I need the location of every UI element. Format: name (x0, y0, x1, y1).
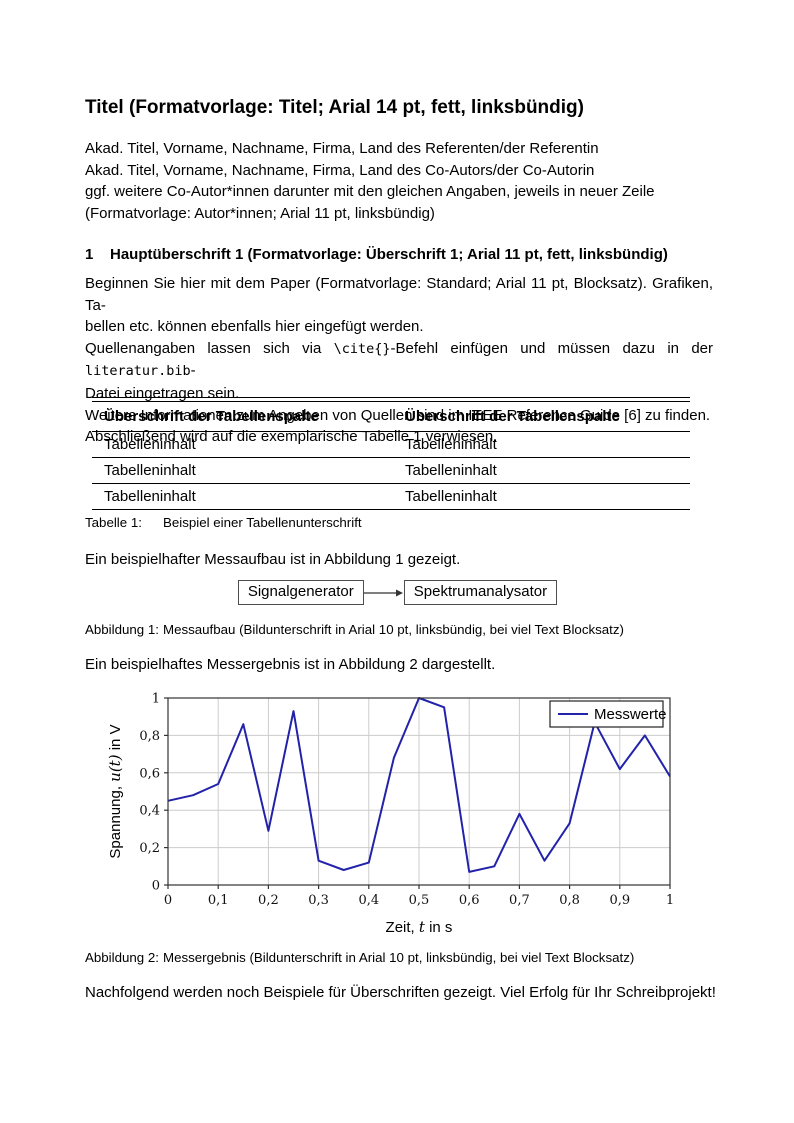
x-tick-label: 0,6 (459, 893, 480, 908)
table-cell: Tabelleninhalt (405, 488, 497, 505)
inline-code: \cite{} (333, 340, 391, 357)
y-tick-label: 0,6 (139, 766, 160, 781)
x-tick-label: 0,1 (208, 893, 229, 908)
table-cell: Tabelleninhalt (92, 457, 393, 484)
figure1-caption-text: Messaufbau (Bildunterschrift in Arial 10… (163, 622, 624, 637)
author-line: ggf. weitere Co-Autor*innen darunter mit… (85, 183, 655, 200)
figure2-caption-text: Messergebnis (Bildunterschrift in Arial … (163, 950, 635, 965)
page-title: Titel (Formatvorlage: Titel; Arial 14 pt… (85, 96, 584, 118)
table-row: Tabelleninhalt Tabelleninhalt (92, 484, 690, 510)
x-tick-label: 0,3 (308, 893, 329, 908)
figure2-caption-label: Abbildung 2: (85, 950, 159, 965)
section-heading: 1 Hauptüberschrift 1 (Formatvorlage: Übe… (85, 246, 725, 263)
figure1-block-diagram: Signalgenerator Spektrumanalysator (85, 580, 710, 605)
text-run: -Befehl einfügen und müssen dazu in der (390, 339, 714, 357)
table-caption-text: Beispiel einer Tabellenunterschrift (163, 515, 362, 530)
table-header-row: Überschrift der Tabellenspalte Überschri… (92, 401, 690, 432)
table-header-cell: Überschrift der Tabellenspalte (393, 401, 690, 432)
line-chart: 0 0,1 0,2 0,3 0,4 0,5 0,6 0,7 0,8 0,9 1 0 0,2 0,4 0,6 0… (106, 692, 674, 937)
sentence-fig2: Ein beispielhaftes Messergebnis ist in A… (85, 656, 496, 673)
table-cell: Tabelleninhalt (104, 488, 196, 505)
table-caption-label: Tabelle 1: (85, 515, 142, 530)
text-run: Quellenangaben lassen sich via (85, 339, 334, 357)
y-tick-label: 0,8 (139, 729, 160, 744)
y-tick-label: 0,4 (139, 804, 160, 819)
text-run: Beginnen Sie hier mit dem Paper (Formatv… (85, 275, 713, 314)
x-tick-label: 0,7 (509, 893, 530, 908)
table-body: Tabelleninhalt Tabelleninhalt Tabelleninha… (92, 431, 690, 510)
closing-paragraph: Nachfolgend werden noch Beispiele für Üb… (85, 984, 716, 1001)
x-tick-label: 1 (666, 893, 674, 908)
x-tick-label: 0,2 (258, 893, 279, 908)
x-tick-label: 0,5 (409, 893, 430, 908)
author-line: Akad. Titel, Vorname, Nachname, Firma, L… (85, 140, 599, 157)
measurement-chart: 0 0,1 0,2 0,3 0,4 0,5 0,6 0,7 0,8 0,9 1 0 0,2 0,4 0,6 0… (100, 688, 700, 942)
example-table: Überschrift der Tabellenspalte Überschri… (92, 397, 690, 510)
legend-label: Messwerte (594, 706, 667, 723)
y-tick-label: 1 (152, 692, 160, 707)
x-tick-label: 0,4 (358, 893, 379, 908)
table-cell: Tabelleninhalt (393, 431, 690, 458)
inline-code: literatur.bib (85, 363, 191, 380)
section-heading-text: Hauptüberschrift 1 (Formatvorlage: Übers… (110, 246, 668, 263)
y-tick-label: 0,2 (139, 841, 160, 856)
section-number: 1 (85, 246, 94, 263)
paragraph-line: Quellenangaben lassen sich via \cite{}-B… (85, 338, 713, 383)
table-cell: Tabelleninhalt (92, 431, 393, 458)
block-signalgenerator: Signalgenerator (237, 580, 364, 605)
y-axis-label: Spannung, u(t) in V (106, 724, 124, 858)
authors: Akad. Titel, Vorname, Nachname, Firma, L… (85, 138, 725, 224)
text-run: - (190, 362, 196, 380)
author-line: (Formatvorlage: Autor*innen; Arial 11 pt… (85, 204, 435, 222)
figure1-caption-label: Abbildung 1: (85, 622, 159, 637)
figure1-caption: Abbildung 1: Messaufbau (Bildunterschrif… (85, 622, 745, 637)
sentence-fig1: Ein beispielhafter Messaufbau ist in Abb… (85, 551, 461, 568)
paragraph-line: bellen etc. können ebenfalls hier eingef… (85, 316, 713, 338)
table-row: Tabelleninhalt Tabelleninhalt (92, 431, 690, 458)
table-cell: Tabelleninhalt (393, 457, 690, 484)
x-tick-label: 0 (164, 893, 172, 908)
author-line: Akad. Titel, Vorname, Nachname, Firma, L… (85, 161, 595, 179)
block-spektrumanalysator: Spektrumanalysator (403, 580, 558, 605)
table-header-cell: Überschrift der Tabellenspalte (92, 401, 393, 432)
x-axis-label: Zeit, t in s (386, 918, 453, 936)
table-caption: Tabelle 1: Beispiel einer Tabellenunters… (85, 515, 725, 530)
arrow-right-icon (363, 589, 403, 596)
paragraph-line: Beginnen Sie hier mit dem Paper (Formatv… (85, 273, 713, 316)
y-tick-label: 0 (152, 879, 160, 894)
table-row: Tabelleninhalt Tabelleninhalt (92, 457, 690, 484)
text-run: bellen etc. können ebenfalls hier eingef… (85, 318, 424, 336)
figure2-caption: Abbildung 2: Messergebnis (Bildunterschr… (85, 950, 745, 965)
x-tick-label: 0,9 (609, 893, 630, 908)
x-tick-label: 0,8 (559, 893, 580, 908)
